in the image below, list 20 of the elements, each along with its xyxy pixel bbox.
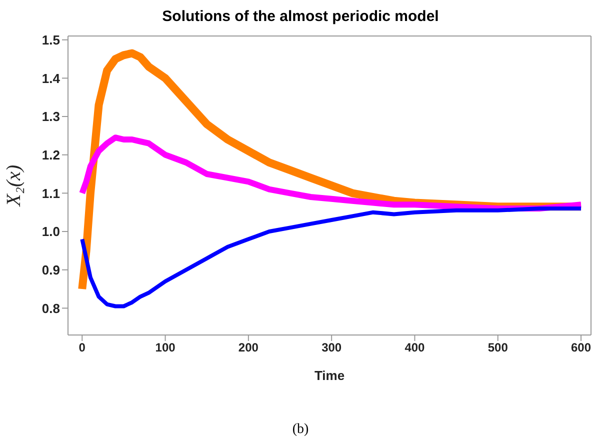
x-tick-label: 200: [238, 340, 259, 355]
x-tick-label: 0: [78, 340, 86, 355]
x-axis-title: Time: [314, 368, 345, 383]
y-tick-label: 1.0: [42, 224, 60, 240]
y-axis-title: X₂(x): [3, 164, 25, 208]
y-tick-label: 1.4: [42, 70, 61, 86]
chart-title: Solutions of the almost periodic model: [161, 8, 440, 25]
y-tick-label: 0.8: [42, 300, 60, 316]
x-tick-label: 300: [322, 340, 342, 355]
y-tick-label: 1.2: [42, 147, 60, 162]
line-series: [80, 206, 584, 308]
x-tick-label: 400: [404, 340, 426, 355]
x-tick-label: 500: [488, 340, 508, 355]
x-tick-label: 600: [571, 340, 592, 355]
y-tick-label: 1.3: [42, 109, 60, 124]
y-tick-label: 1.1: [42, 186, 60, 201]
text: (b): [291, 422, 310, 438]
x-tick-label: 100: [155, 340, 176, 355]
y-tick-label: 0.9: [42, 262, 60, 278]
y-tick-label: 1.5: [42, 32, 60, 48]
